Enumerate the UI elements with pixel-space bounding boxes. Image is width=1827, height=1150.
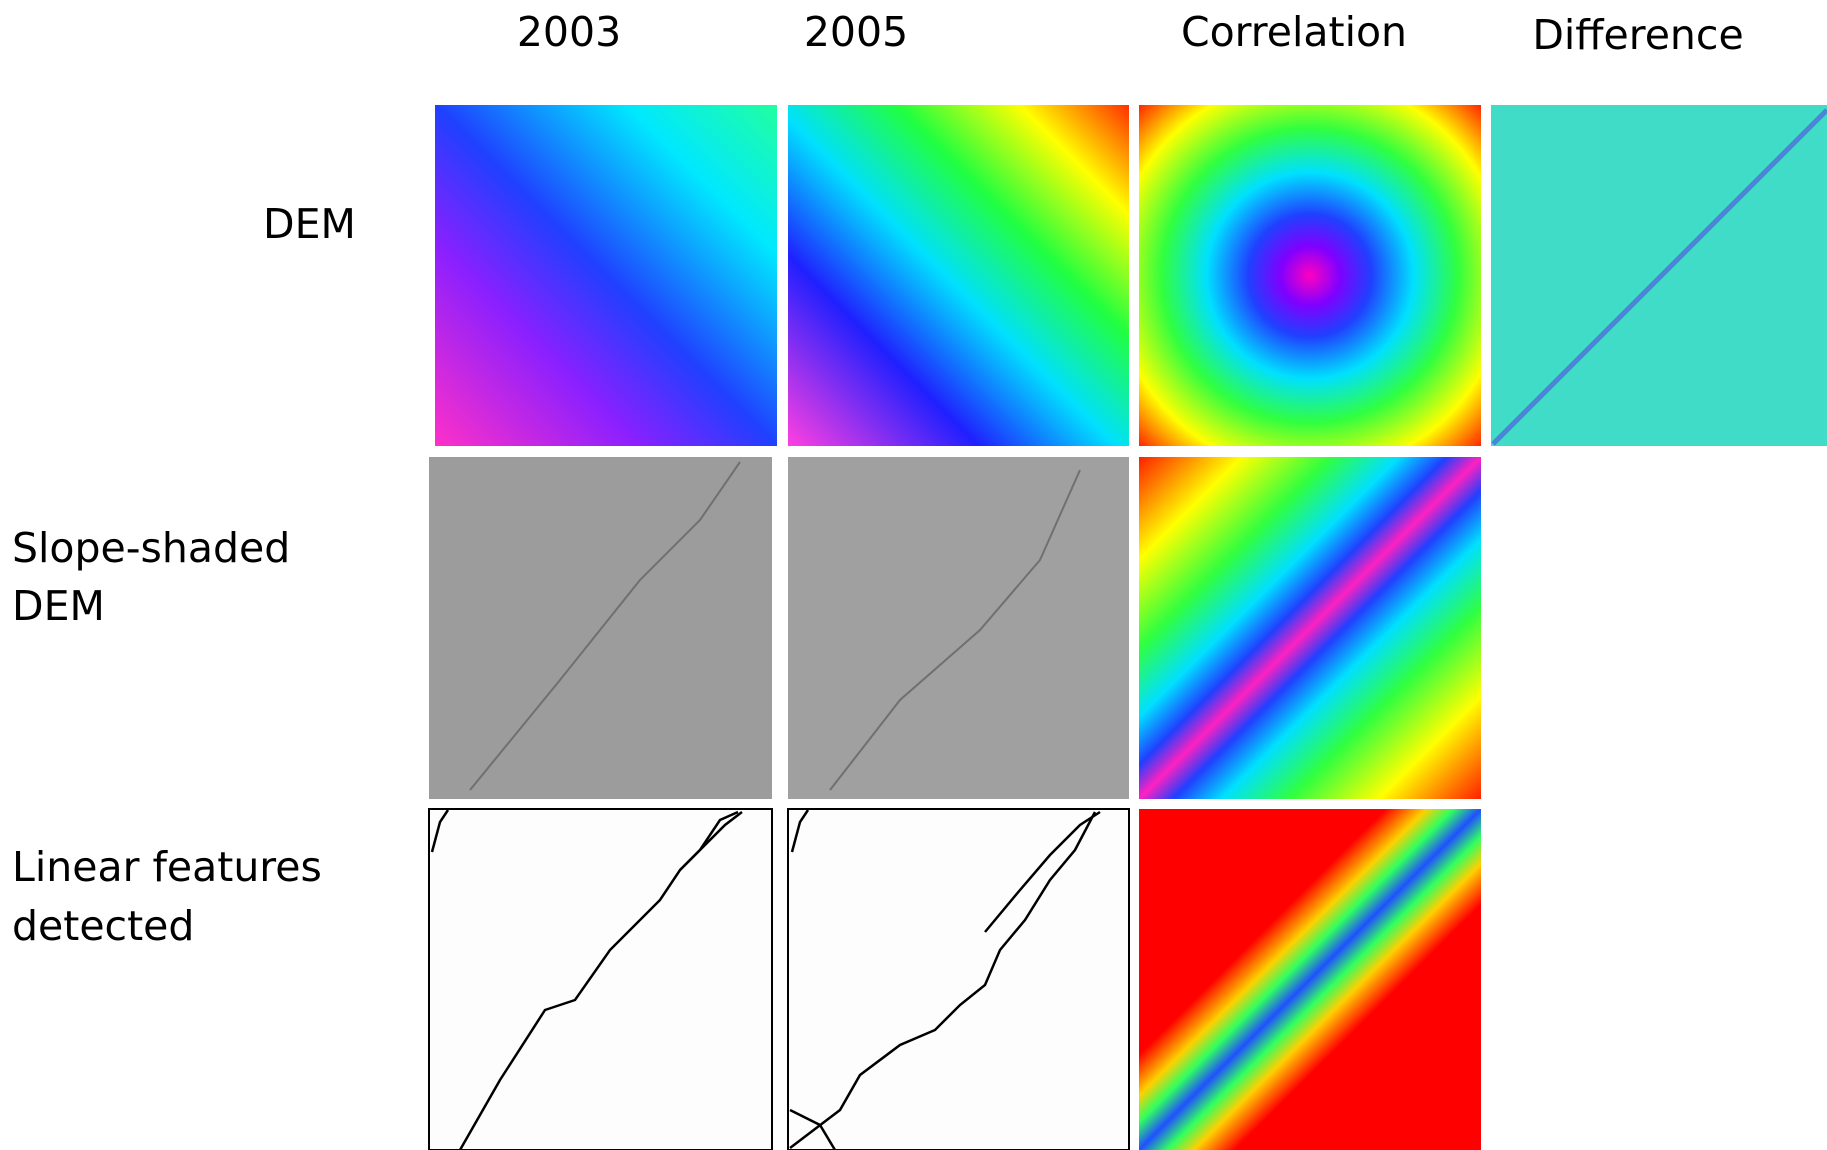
slope-2005 xyxy=(788,457,1129,799)
lines-background xyxy=(788,809,1129,1150)
page: 2003 2005 Correlation Difference DEM Slo… xyxy=(0,0,1827,1150)
column-header: 2005 xyxy=(804,8,908,56)
dem-difference xyxy=(1491,105,1827,446)
slope-correlation xyxy=(1139,457,1481,799)
column-header: Correlation xyxy=(1181,8,1407,56)
slope-background xyxy=(788,457,1129,799)
lines-background xyxy=(429,809,772,1150)
figure: 2003 2005 Correlation Difference DEM Slo… xyxy=(0,0,1827,1150)
lines-correlation xyxy=(1139,809,1481,1150)
row-label: Slope-shaded xyxy=(12,524,290,572)
lines-2003 xyxy=(429,809,772,1150)
column-header: Difference xyxy=(1532,11,1743,59)
column-header: 2003 xyxy=(517,8,621,56)
lines-2005 xyxy=(788,809,1129,1150)
dem-2005 xyxy=(788,105,1129,446)
row-label: Linear features xyxy=(12,843,322,891)
row-label: DEM xyxy=(12,582,105,630)
dem-correlation xyxy=(1139,105,1481,446)
slope-2003 xyxy=(429,457,772,799)
dem-2003 xyxy=(435,105,777,446)
row-label: DEM xyxy=(263,200,356,248)
row-label: detected xyxy=(12,902,194,950)
